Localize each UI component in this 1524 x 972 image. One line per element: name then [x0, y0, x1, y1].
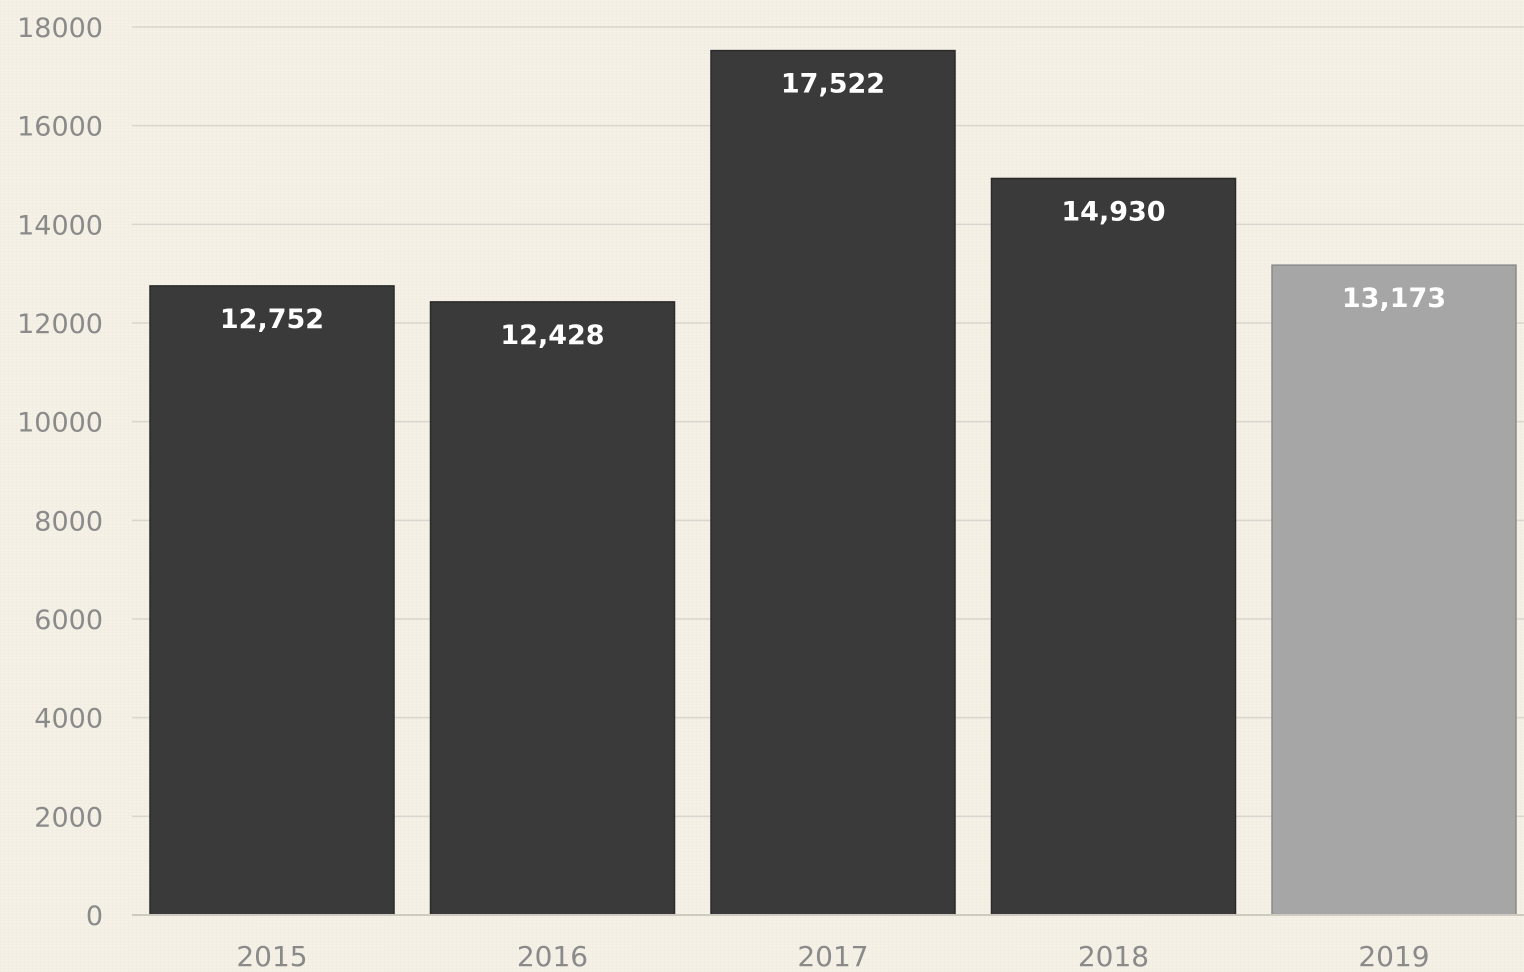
x-tick-label-2018: 2018 — [1078, 940, 1149, 972]
y-tick-label: 10000 — [17, 408, 103, 439]
y-tick-label: 4000 — [34, 704, 103, 735]
y-tick-label: 2000 — [34, 802, 103, 833]
bar-2016 — [429, 301, 676, 916]
bars — [149, 49, 1517, 916]
data-label-2016: 12,428 — [500, 320, 604, 351]
bar-2017 — [710, 49, 956, 916]
bar-2019 — [1271, 264, 1517, 916]
y-tick-label: 18000 — [17, 13, 103, 44]
data-labels: 12,752 12,428 17,522 14,930 13,173 — [220, 69, 1446, 351]
data-label-2018: 14,930 — [1061, 196, 1165, 227]
x-tick-label-2016: 2016 — [517, 940, 588, 972]
bar-2018 — [990, 177, 1237, 916]
y-tick-label: 14000 — [17, 210, 103, 241]
y-tick-label: 12000 — [17, 309, 103, 340]
data-label-2019: 13,173 — [1342, 283, 1446, 314]
x-tick-label-2015: 2015 — [236, 940, 307, 972]
data-label-2017: 17,522 — [781, 69, 885, 100]
y-tick-label: 16000 — [17, 112, 103, 143]
data-label-2015: 12,752 — [220, 304, 324, 335]
y-tick-label: 0 — [86, 901, 103, 932]
x-tick-label-2017: 2017 — [797, 940, 868, 972]
x-tick-label-2019: 2019 — [1358, 940, 1429, 972]
bar-2015 — [149, 285, 395, 916]
x-axis-ticks: 2015 2016 2017 2018 2019 — [236, 940, 1429, 972]
y-axis-ticks: 0 2000 4000 6000 8000 10000 12000 14000 16000 180… — [17, 13, 103, 932]
y-tick-label: 6000 — [34, 605, 103, 636]
y-tick-label: 8000 — [34, 506, 103, 537]
